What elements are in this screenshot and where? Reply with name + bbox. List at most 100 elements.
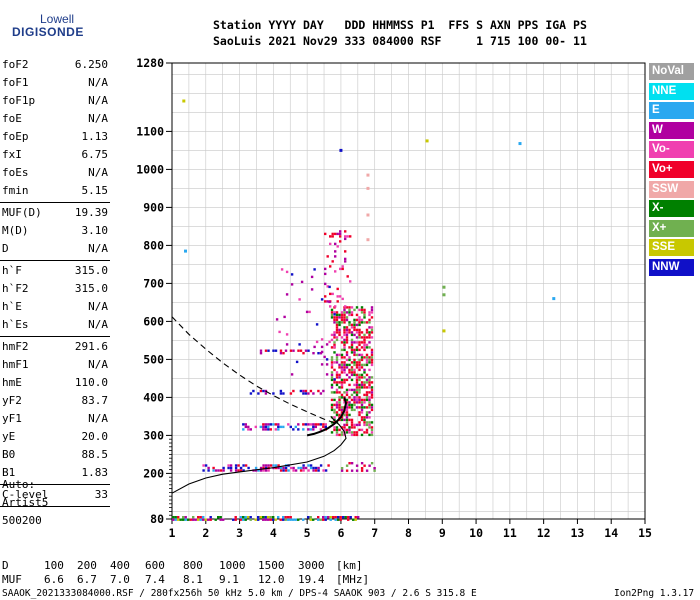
param-name: h`E [2,300,22,313]
echo-point [229,466,233,470]
echo-point [355,401,359,404]
y-tick-label: 200 [143,466,164,480]
param-row: foF1 N/A [0,74,108,92]
param-row: C-level 33 [0,486,108,504]
echo-point [350,346,354,349]
echo-point [353,401,356,404]
echo-point [368,401,371,404]
echo-point [370,306,374,309]
echo-point [333,381,336,384]
echo-point [289,518,292,521]
echo-point [360,376,364,379]
scaled-trace [306,397,348,437]
echo-point [355,406,359,409]
param-value: 33 [94,488,108,501]
echo-point [358,368,361,372]
param-name: C-level [2,488,49,501]
echo-point [345,464,349,467]
echo-point [329,292,332,296]
echo-point [345,353,349,357]
echo-point [295,360,299,364]
echo-point [325,358,329,361]
echo-point [344,237,347,241]
echo-point [324,300,327,303]
param-name: D [2,242,9,255]
param-row: h`F 315.0 [0,262,108,280]
echo-point [348,401,351,404]
echo-point [309,428,312,431]
echo-point [317,423,320,426]
echo-point [360,356,364,359]
echo-point [333,341,336,344]
echo-point [348,403,351,407]
echo-point [343,433,346,437]
echo-point [358,383,361,387]
x-tick-label: 10 [469,526,483,540]
echo-point [345,431,349,434]
echo-point [345,388,349,392]
echo-point [343,401,346,404]
echo-point [338,313,341,317]
echo-point [174,518,177,521]
param-name: foF2 [2,58,29,71]
echo-point [365,396,369,399]
echo-point [368,433,371,437]
echo-point [348,396,351,399]
echo-point [278,330,281,334]
echo-point [317,466,320,470]
echo-point [350,338,354,342]
echo-point [350,398,354,402]
echo-point [299,389,303,393]
echo-point [324,295,327,298]
echo-point [363,343,366,347]
echo-point [350,306,354,309]
echo-point [368,398,371,402]
echo-point [350,406,354,409]
echo-point [340,406,344,409]
echo-point [360,353,364,357]
echo-point [209,516,212,519]
echo-point [370,393,374,397]
echo-point [363,381,366,384]
echo-point [319,518,322,521]
echo-point [345,336,349,339]
echo-point [333,403,336,407]
muf-value-cell: 7.4 [145,573,165,586]
echo-point [363,333,366,337]
echo-point [292,349,295,352]
echo-point [368,333,371,337]
echo-point [343,391,346,394]
echo-point [338,396,341,399]
param-name: MUF(D) [2,206,42,219]
echo-point [346,275,349,278]
echo-point [363,321,366,324]
echo-point [327,516,330,519]
param-row: yF2 83.7 [0,392,108,410]
echo-point [355,433,359,437]
echo-point [299,466,303,470]
echo-point [335,413,339,417]
echo-point [340,431,344,434]
echo-point [343,366,346,369]
echo-point [368,313,371,317]
echo-point [353,431,356,434]
echo-point [269,518,272,521]
echo-point [442,285,446,289]
echo-point [360,403,364,407]
echo-point [350,421,354,424]
echo-point [322,518,325,521]
echo-point [219,518,222,521]
echo-point [330,356,334,359]
echo-point [267,464,270,467]
echo-point [302,469,305,472]
echo-point [370,433,374,437]
echo-point [331,232,334,236]
echo-point [343,308,346,312]
echo-point [345,398,349,402]
echo-point [272,423,275,426]
echo-point [331,260,334,263]
muf-distance-row: D [2,559,9,572]
echo-point [320,363,324,366]
echo-point [325,363,329,366]
echo-point [334,250,337,253]
